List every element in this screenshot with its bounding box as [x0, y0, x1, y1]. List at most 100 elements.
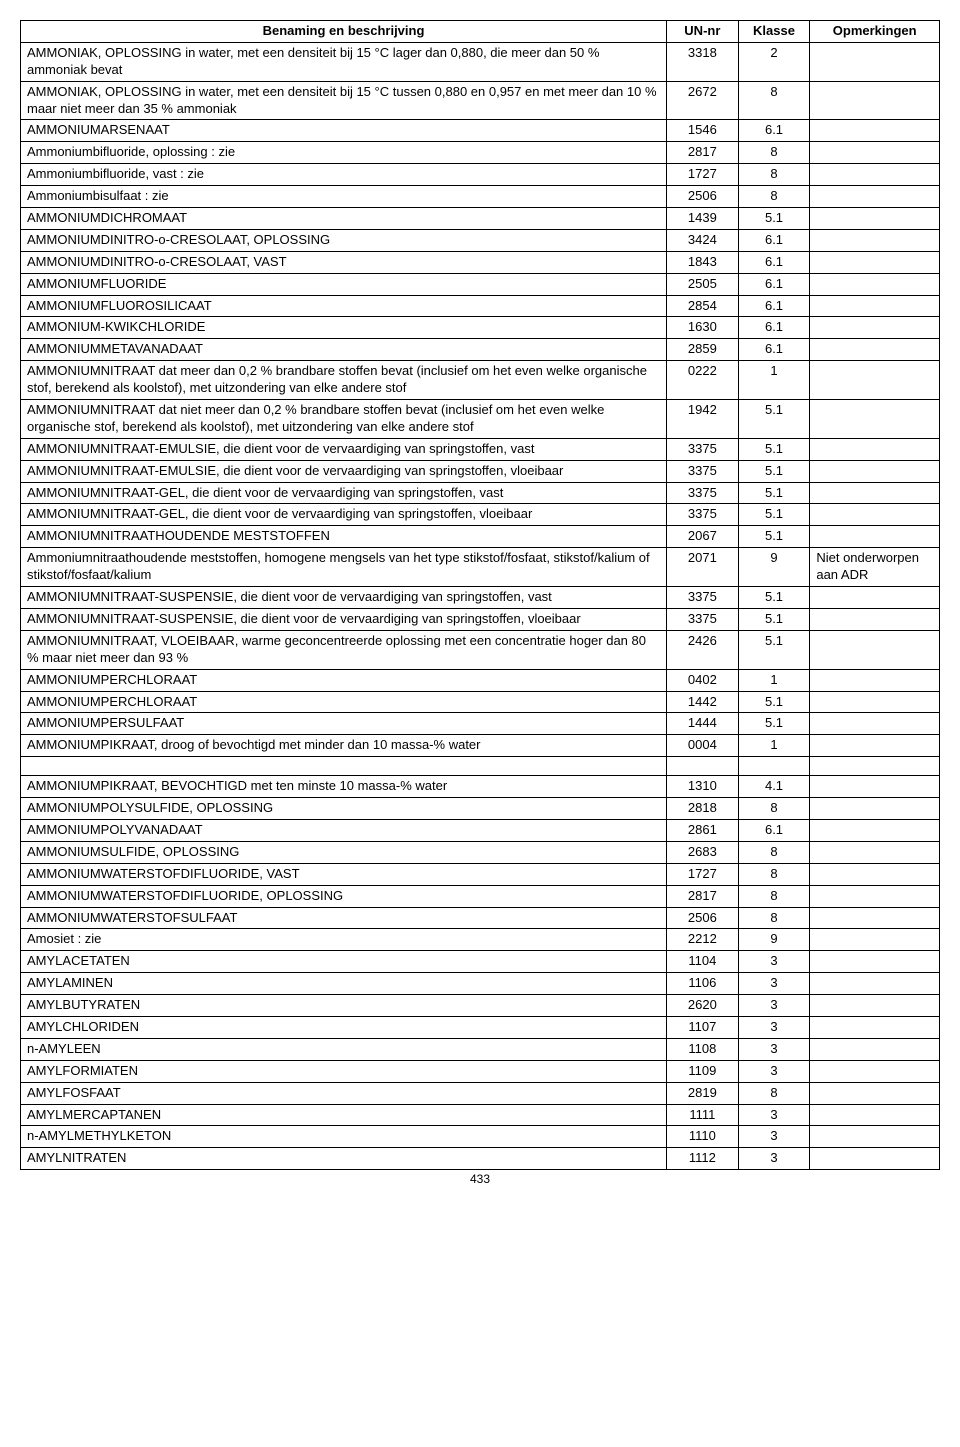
cell-klasse: 4.1	[738, 776, 810, 798]
cell-un: 1442	[667, 691, 739, 713]
cell-benaming: AMMONIUMPERSULFAAT	[21, 713, 667, 735]
cell-un: 3375	[667, 460, 739, 482]
cell-un: 1727	[667, 164, 739, 186]
cell-un: 2620	[667, 995, 739, 1017]
cell-benaming: AMMONIUMDINITRO-o-CRESOLAAT, VAST	[21, 251, 667, 273]
cell-benaming: AMMONIUMMETAVANADAAT	[21, 339, 667, 361]
cell-un: 0402	[667, 669, 739, 691]
cell-opm	[810, 669, 940, 691]
cell-opm	[810, 1016, 940, 1038]
cell-benaming: AMYLACETATEN	[21, 951, 667, 973]
cell-un: 0222	[667, 361, 739, 400]
table-row: AMMONIUMDICHROMAAT14395.1	[21, 208, 940, 230]
spacer-cell	[738, 757, 810, 776]
header-opm: Opmerkingen	[810, 21, 940, 43]
cell-klasse: 5.1	[738, 691, 810, 713]
cell-klasse: 8	[738, 907, 810, 929]
table-header-row: Benaming en beschrijving UN-nr Klasse Op…	[21, 21, 940, 43]
cell-benaming: AMMONIUMPIKRAAT, BEVOCHTIGD met ten mins…	[21, 776, 667, 798]
table-row: AMYLMERCAPTANEN11113	[21, 1104, 940, 1126]
cell-klasse: 8	[738, 1082, 810, 1104]
table-row: Ammoniumbifluoride, vast : zie17278	[21, 164, 940, 186]
cell-klasse: 9	[738, 929, 810, 951]
cell-klasse: 3	[738, 1104, 810, 1126]
table-row: AMMONIUMWATERSTOFDIFLUORIDE, VAST17278	[21, 863, 940, 885]
cell-un: 1444	[667, 713, 739, 735]
cell-opm	[810, 361, 940, 400]
table-row: AMMONIUMPIKRAAT, droog of bevochtigd met…	[21, 735, 940, 757]
cell-klasse: 8	[738, 863, 810, 885]
cell-opm	[810, 776, 940, 798]
table-row: Ammoniumnitraathoudende meststoffen, hom…	[21, 548, 940, 587]
cell-opm	[810, 400, 940, 439]
cell-un: 1630	[667, 317, 739, 339]
table-row: AMMONIUMNITRAAT-EMULSIE, die dient voor …	[21, 438, 940, 460]
cell-benaming: AMYLCHLORIDEN	[21, 1016, 667, 1038]
cell-opm	[810, 735, 940, 757]
table-row: n-AMYLEEN11083	[21, 1038, 940, 1060]
header-klasse: Klasse	[738, 21, 810, 43]
cell-benaming: AMMONIUMWATERSTOFSULFAAT	[21, 907, 667, 929]
cell-opm	[810, 42, 940, 81]
table-row: AMMONIUMNITRAAT dat niet meer dan 0,2 % …	[21, 400, 940, 439]
cell-benaming: Ammoniumbisulfaat : zie	[21, 186, 667, 208]
cell-opm: Niet onderworpen aan ADR	[810, 548, 940, 587]
table-row: AMYLAMINEN11063	[21, 973, 940, 995]
cell-un: 0004	[667, 735, 739, 757]
cell-opm	[810, 460, 940, 482]
cell-opm	[810, 504, 940, 526]
cell-benaming: Ammoniumbifluoride, oplossing : zie	[21, 142, 667, 164]
cell-opm	[810, 1126, 940, 1148]
cell-opm	[810, 841, 940, 863]
cell-benaming: AMYLNITRATEN	[21, 1148, 667, 1170]
cell-opm	[810, 608, 940, 630]
cell-benaming: n-AMYLMETHYLKETON	[21, 1126, 667, 1148]
table-row: Amosiet : zie22129	[21, 929, 940, 951]
table-row: AMMONIAK, OPLOSSING in water, met een de…	[21, 42, 940, 81]
cell-benaming: AMMONIUMNITRAAT-EMULSIE, die dient voor …	[21, 438, 667, 460]
cell-opm	[810, 863, 940, 885]
cell-opm	[810, 1060, 940, 1082]
cell-un: 1843	[667, 251, 739, 273]
table-row: AMMONIUMSULFIDE, OPLOSSING26838	[21, 841, 940, 863]
table-row: AMYLCHLORIDEN11073	[21, 1016, 940, 1038]
cell-un: 1942	[667, 400, 739, 439]
cell-klasse: 8	[738, 885, 810, 907]
cell-klasse: 3	[738, 1016, 810, 1038]
spacer-cell	[667, 757, 739, 776]
table-row: AMYLBUTYRATEN26203	[21, 995, 940, 1017]
cell-klasse: 3	[738, 973, 810, 995]
cell-un: 1727	[667, 863, 739, 885]
cell-opm	[810, 142, 940, 164]
cell-benaming: AMMONIUMNITRAAT-GEL, die dient voor de v…	[21, 482, 667, 504]
table-row: AMMONIAK, OPLOSSING in water, met een de…	[21, 81, 940, 120]
cell-opm	[810, 691, 940, 713]
cell-klasse: 5.1	[738, 587, 810, 609]
header-benaming: Benaming en beschrijving	[21, 21, 667, 43]
cell-un: 2819	[667, 1082, 739, 1104]
cell-opm	[810, 951, 940, 973]
cell-klasse: 8	[738, 164, 810, 186]
cell-klasse: 9	[738, 548, 810, 587]
cell-benaming: AMMONIUMARSENAAT	[21, 120, 667, 142]
cell-un: 2817	[667, 142, 739, 164]
cell-klasse: 6.1	[738, 229, 810, 251]
cell-klasse: 6.1	[738, 120, 810, 142]
cell-benaming: AMYLFORMIATEN	[21, 1060, 667, 1082]
cell-opm	[810, 630, 940, 669]
table-row: AMYLACETATEN11043	[21, 951, 940, 973]
cell-benaming: AMMONIUMNITRAAT dat niet meer dan 0,2 % …	[21, 400, 667, 439]
cell-benaming: Ammoniumnitraathoudende meststoffen, hom…	[21, 548, 667, 587]
cell-un: 1310	[667, 776, 739, 798]
cell-benaming: AMMONIUM-KWIKCHLORIDE	[21, 317, 667, 339]
cell-opm	[810, 819, 940, 841]
cell-opm	[810, 229, 940, 251]
table-row: AMMONIUMWATERSTOFSULFAAT25068	[21, 907, 940, 929]
cell-benaming: AMMONIUMWATERSTOFDIFLUORIDE, OPLOSSING	[21, 885, 667, 907]
cell-opm	[810, 907, 940, 929]
cell-un: 2506	[667, 907, 739, 929]
table-row: AMYLNITRATEN11123	[21, 1148, 940, 1170]
cell-klasse: 5.1	[738, 460, 810, 482]
cell-benaming: AMMONIUMPERCHLORAAT	[21, 691, 667, 713]
cell-klasse: 8	[738, 186, 810, 208]
